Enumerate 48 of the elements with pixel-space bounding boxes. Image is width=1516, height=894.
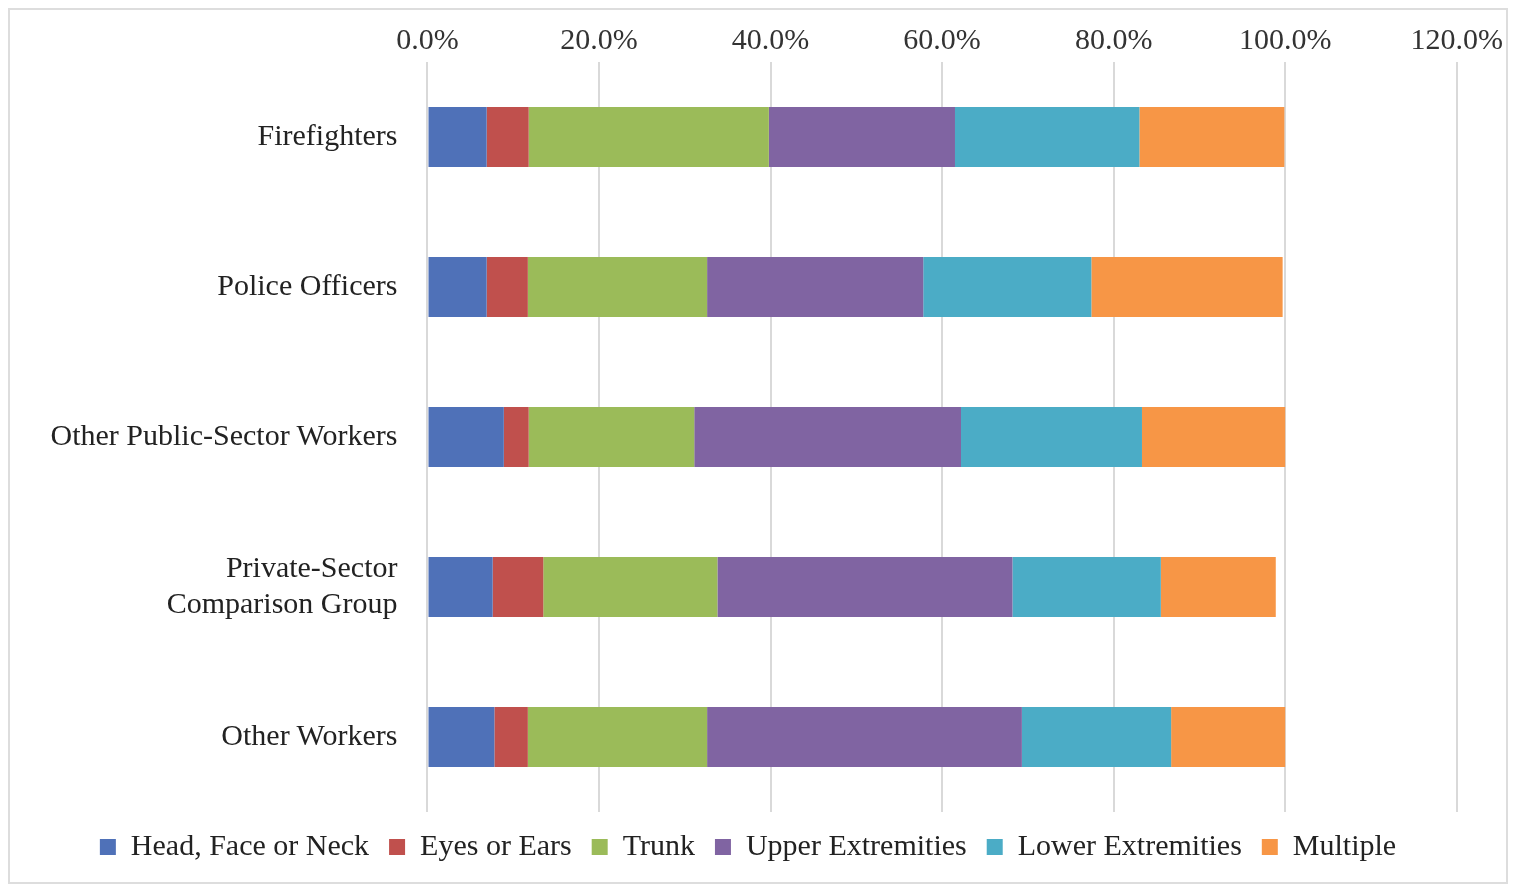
bar — [428, 407, 504, 467]
x-tick-label: 120.0% — [1410, 21, 1503, 55]
bar — [486, 107, 529, 167]
x-tick-label: 40.0% — [731, 21, 810, 55]
y-tick-label: Firefighters — [257, 117, 398, 151]
x-tick-label: 20.0% — [560, 21, 638, 55]
bar — [428, 707, 495, 767]
y-tick-label: Other Workers — [221, 717, 398, 751]
x-tick-label: 100.0% — [1238, 21, 1332, 55]
bar — [492, 557, 544, 617]
bar — [1141, 407, 1286, 467]
bar — [543, 557, 718, 617]
bar — [707, 257, 924, 317]
y-tick-label: Private-Sector Comparison Group — [166, 549, 398, 619]
bar — [527, 257, 708, 317]
bar — [1139, 107, 1285, 167]
bar — [768, 107, 955, 167]
legend-label: Trunk — [622, 827, 695, 861]
bar — [528, 407, 695, 467]
bar — [1012, 557, 1161, 617]
bar — [428, 257, 487, 317]
bar — [954, 107, 1140, 167]
y-tick-label: Police Officers — [217, 267, 398, 301]
bar — [428, 557, 493, 617]
bar — [960, 407, 1142, 467]
bar — [528, 107, 769, 167]
bar — [527, 707, 708, 767]
bar — [1021, 707, 1172, 767]
legend-label: Upper Extremities — [745, 827, 967, 861]
bar — [1160, 557, 1276, 617]
bar — [923, 257, 1092, 317]
x-tick-label: 0.0% — [396, 21, 459, 55]
bar — [694, 407, 961, 467]
legend-label: Multiple — [1292, 827, 1397, 861]
bar — [494, 707, 528, 767]
bar — [1171, 707, 1286, 767]
legend-label: Head, Face or Neck — [130, 827, 370, 861]
bar — [717, 557, 1013, 617]
y-tick-label: Other Public-Sector Workers — [50, 417, 398, 451]
bar — [503, 407, 529, 467]
bar — [486, 257, 528, 317]
x-tick-label: 60.0% — [903, 21, 981, 55]
bar — [707, 707, 1022, 767]
legend-label: Eyes or Ears — [420, 827, 572, 861]
bar — [428, 107, 487, 167]
x-tick-label: 80.0% — [1074, 21, 1153, 55]
bar — [1091, 257, 1283, 317]
legend-label: Lower Extremities — [1017, 827, 1242, 861]
